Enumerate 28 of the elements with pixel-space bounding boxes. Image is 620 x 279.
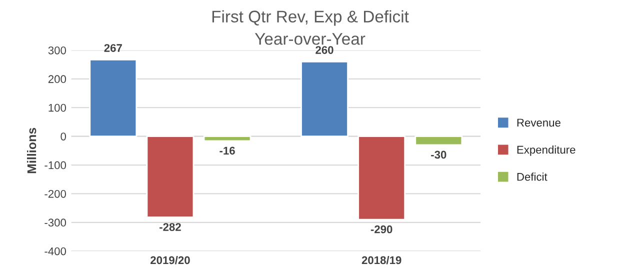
x-tick-label: 2019/20	[150, 256, 190, 264]
bar	[414, 136, 463, 146]
data-label: 267	[104, 44, 122, 52]
data-label: 260	[316, 46, 334, 54]
bar	[358, 136, 406, 220]
bar	[300, 61, 348, 138]
x-tick-label: 2018/19	[362, 256, 402, 264]
chart-subtitle: Year-over-Year	[254, 33, 366, 45]
chart-title: First Qtr Rev, Exp & Deficit	[212, 10, 409, 26]
legend-label: Revenue	[517, 118, 560, 127]
bar	[203, 136, 252, 142]
y-tick-label: -400	[44, 247, 66, 256]
y-tick-label: 0	[60, 132, 66, 140]
y-axis-title: Millions	[26, 128, 36, 174]
data-label: -16	[220, 146, 235, 155]
bar	[146, 136, 194, 218]
legend-label: Expenditure	[517, 146, 576, 156]
y-tick-label: -300	[44, 218, 66, 227]
data-label: -282	[160, 223, 181, 231]
data-label: -290	[370, 225, 392, 234]
y-tick-label: -100	[44, 161, 66, 170]
bar	[89, 58, 138, 138]
y-tick-label: -200	[44, 190, 66, 198]
y-tick-label: 200	[48, 75, 66, 84]
data-label: -30	[431, 150, 446, 159]
y-tick-label: 100	[48, 104, 66, 112]
legend-label: Deficit	[517, 172, 548, 181]
y-tick-label: 300	[48, 46, 66, 54]
